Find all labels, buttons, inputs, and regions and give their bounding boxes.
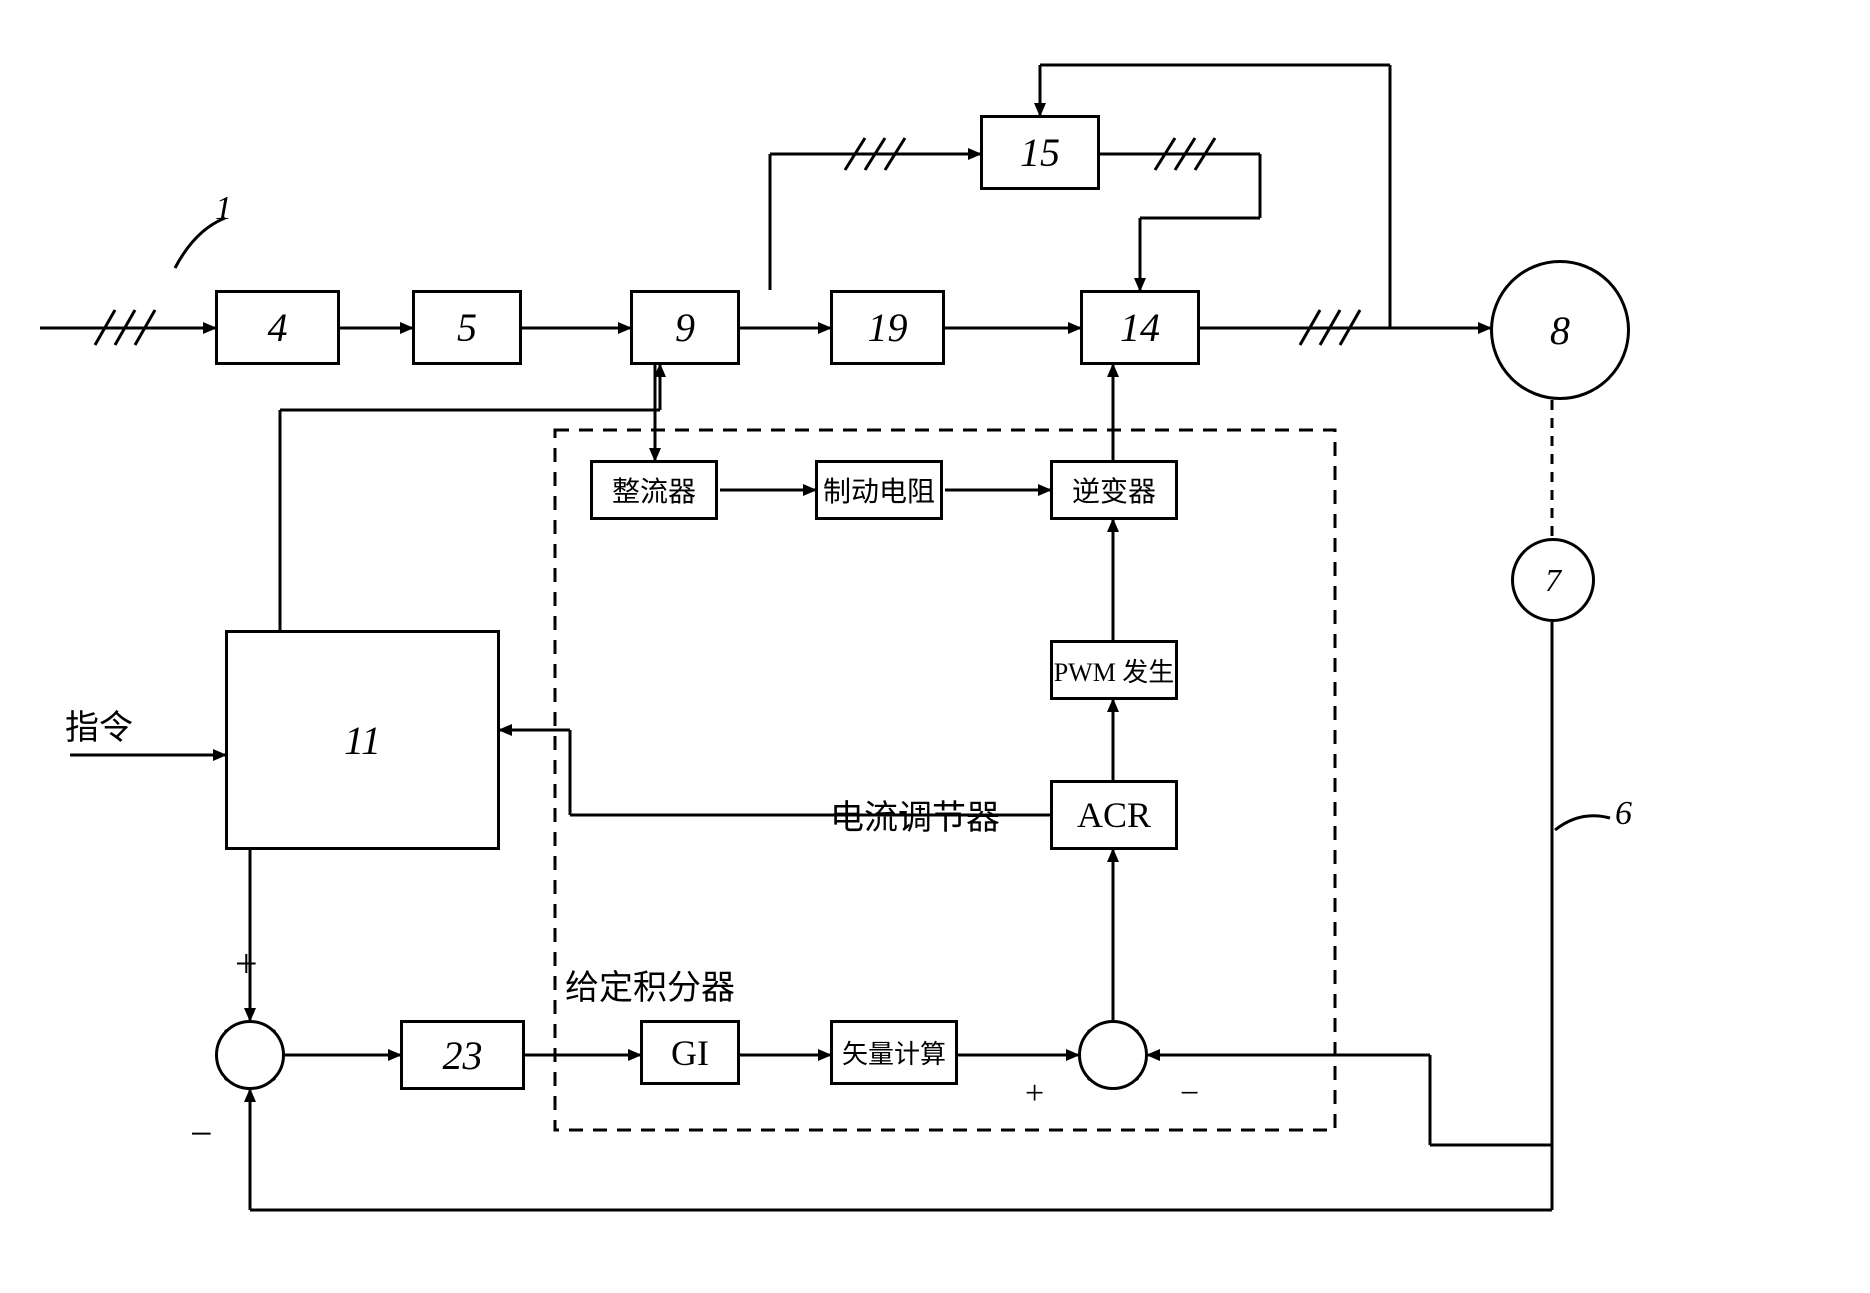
minus-sign-1: −	[190, 1110, 213, 1157]
block-9: 9	[630, 290, 740, 365]
block-pwm: PWM 发生	[1050, 640, 1178, 700]
three-phase-hatch-15-r	[1155, 138, 1215, 170]
block-gi-label: GI	[671, 1032, 709, 1074]
block-5-label: 5	[457, 304, 477, 351]
block-14-label: 14	[1120, 304, 1160, 351]
three-phase-hatch-out	[1300, 310, 1360, 345]
sum-junction-2	[1078, 1020, 1148, 1090]
plus-sign-1: +	[235, 940, 258, 987]
block-4: 4	[215, 290, 340, 365]
plus-sign-2: +	[1025, 1075, 1044, 1113]
block-brake-resistor: 制动电阻	[815, 460, 943, 520]
block-23: 23	[400, 1020, 525, 1090]
block-15: 15	[980, 115, 1100, 190]
block-inverter-label: 逆变器	[1072, 470, 1156, 510]
block-acr: ACR	[1050, 780, 1178, 850]
block-acr-label: ACR	[1077, 794, 1151, 836]
block-inverter: 逆变器	[1050, 460, 1178, 520]
block-gi: GI	[640, 1020, 740, 1085]
block-11: 11	[225, 630, 500, 850]
block-vector-label: 矢量计算	[842, 1034, 946, 1071]
circle-8-motor: 8	[1490, 260, 1630, 400]
block-23-label: 23	[443, 1032, 483, 1079]
leader-label-1: 1	[215, 190, 232, 228]
sum-junction-1	[215, 1020, 285, 1090]
block-rectifier-label: 整流器	[612, 470, 696, 510]
block-19: 19	[830, 290, 945, 365]
leader-label-6: 6	[1615, 795, 1632, 833]
block-14: 14	[1080, 290, 1200, 365]
circle-7-label: 7	[1545, 562, 1561, 599]
minus-sign-2: −	[1180, 1075, 1199, 1113]
label-current-regulator: 电流调节器	[830, 790, 1000, 839]
block-9-label: 9	[675, 304, 695, 351]
label-command: 指令	[65, 700, 133, 749]
block-5: 5	[412, 290, 522, 365]
label-given-integrator: 给定积分器	[565, 960, 735, 1009]
block-4-label: 4	[268, 304, 288, 351]
block-15-label: 15	[1020, 129, 1060, 176]
block-11-label: 11	[344, 717, 381, 764]
three-phase-hatch-9-15	[845, 138, 905, 170]
circle-8-label: 8	[1550, 307, 1570, 354]
block-19-label: 19	[868, 304, 908, 351]
block-vector-calc: 矢量计算	[830, 1020, 958, 1085]
circle-7-sensor: 7	[1511, 538, 1595, 622]
block-rectifier: 整流器	[590, 460, 718, 520]
block-pwm-label: PWM 发生	[1054, 652, 1175, 689]
leader-6	[1555, 816, 1610, 830]
block-brake-label: 制动电阻	[823, 470, 935, 510]
three-phase-hatch-in	[95, 310, 155, 345]
